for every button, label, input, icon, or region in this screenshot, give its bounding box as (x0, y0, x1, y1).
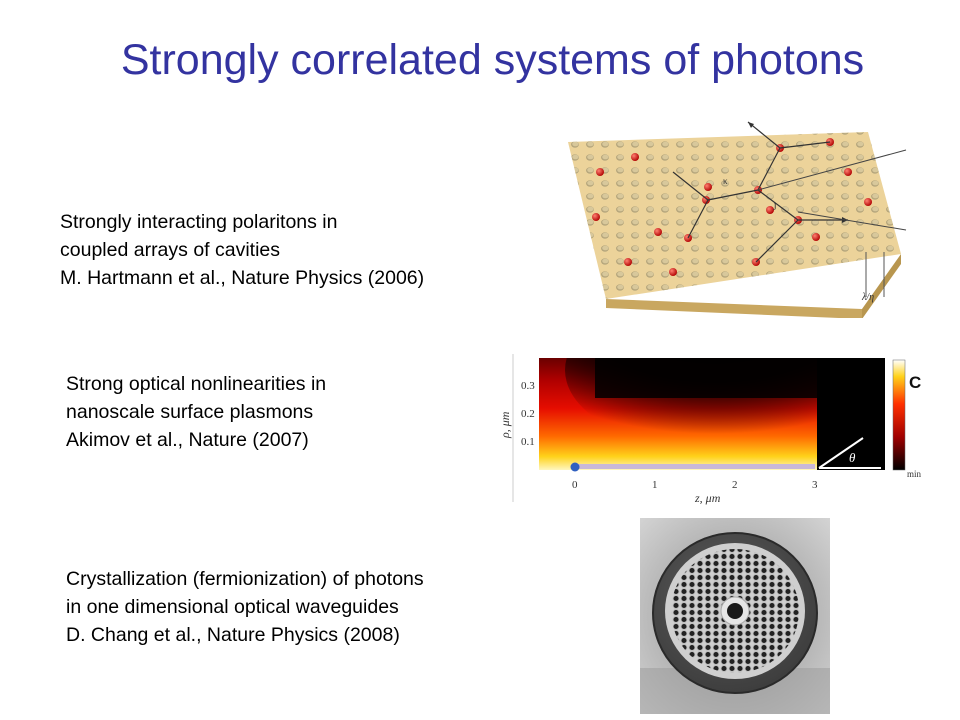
item-3-caption: Crystallization (fermionization) of phot… (66, 565, 424, 649)
item-1-line-2: coupled arrays of cavities (60, 239, 281, 261)
y-tick-0.1: 0.1 (521, 436, 535, 448)
item-1-line-1: Strongly interacting polaritons in (60, 211, 338, 233)
item-2-line-3: Akimov et al., Nature (2007) (66, 429, 309, 451)
lambda-eta-label: λ/η (861, 292, 874, 303)
colorbar-label: C (909, 373, 921, 392)
x-axis-label: z, μm (694, 491, 721, 505)
x-tick-1: 1 (652, 479, 658, 491)
item-3-line-2: in one dimensional optical waveguides (66, 596, 399, 618)
item-2-line-2: nanoscale surface plasmons (66, 401, 314, 423)
fiber-cross-section-image (640, 518, 830, 714)
kappa-label: κ (723, 176, 728, 186)
x-tick-0: 0 (572, 479, 578, 491)
j-label: J (773, 202, 777, 212)
item-2-caption: Strong optical nonlinearities in nanosca… (66, 370, 326, 454)
y-tick-0.3: 0.3 (521, 380, 535, 392)
colorbar-min-label: min (907, 469, 922, 479)
x-tick-2: 2 (732, 479, 738, 491)
x-tick-3: 3 (812, 479, 818, 491)
theta-label: θ (849, 450, 856, 465)
item-3-line-3: D. Chang et al., Nature Physics (2008) (66, 624, 400, 646)
item-2-line-1: Strong optical nonlinearities in (66, 373, 327, 395)
y-tick-0.2: 0.2 (521, 408, 535, 420)
slide-title: Strongly correlated systems of photons (120, 36, 865, 84)
cavity-array-figure: κ J λ/η (568, 121, 907, 318)
colorbar (892, 359, 906, 471)
item-3-line-1: Crystallization (fermionization) of phot… (66, 568, 424, 590)
atoms (592, 138, 872, 276)
plasmon-plot-figure: θ ρ, μm 0.3 0.2 0.1 0 1 2 3 z, μm C min (498, 354, 922, 505)
y-axis-label: ρ, μm (498, 411, 512, 439)
item-1-caption: Strongly interacting polaritons in coupl… (60, 208, 424, 292)
item-1-line-3: M. Hartmann et al., Nature Physics (2006… (60, 267, 425, 289)
